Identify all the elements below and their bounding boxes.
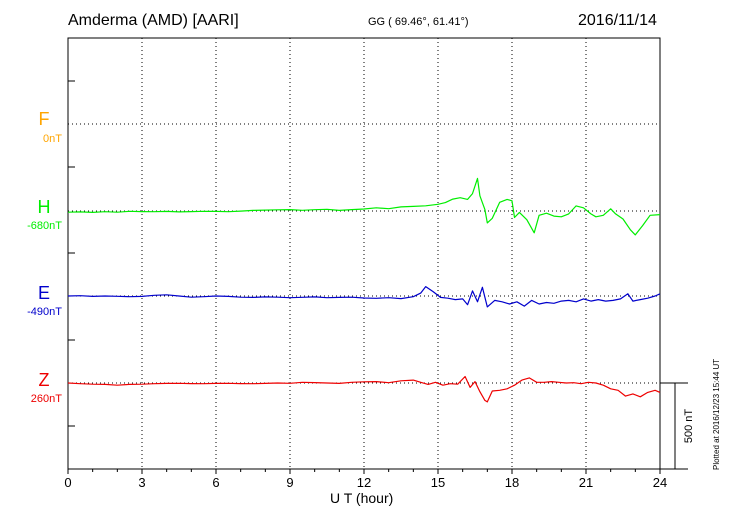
- x-tick-label: 15: [431, 475, 445, 490]
- trace-e: [67, 286, 661, 308]
- grid: [68, 38, 660, 469]
- x-tick-label: 9: [286, 475, 293, 490]
- component-h-label: H: [38, 197, 51, 217]
- traces: [67, 177, 661, 403]
- x-tick-label: 3: [138, 475, 145, 490]
- x-tick-label: 18: [505, 475, 519, 490]
- trace-h: [67, 177, 661, 236]
- baseline-f-label: 0nT: [43, 133, 62, 145]
- date-label: 2016/11/14: [578, 12, 657, 29]
- geographic-coordinates: GG ( 69.46°, 61.41°): [368, 16, 469, 28]
- baseline-z-label: 260nT: [31, 393, 62, 405]
- x-tick-label: 12: [357, 475, 371, 490]
- x-tick-label: 24: [653, 475, 667, 490]
- baseline-h-label: -680nT: [27, 220, 62, 232]
- component-labels: F 0nT H -680nT E -490nT Z 260nT: [27, 109, 62, 405]
- station-title: Amderma (AMD) [AARI]: [68, 12, 239, 29]
- component-e-label: E: [38, 283, 50, 303]
- component-z-label: Z: [39, 370, 50, 390]
- baseline-e-label: -490nT: [27, 306, 62, 318]
- x-axis-label: U T (hour): [330, 490, 394, 506]
- axis-ticks: 0 3 6 9 12 15 18 21 24: [64, 80, 667, 490]
- x-tick-label: 0: [64, 475, 71, 490]
- x-tick-label: 21: [579, 475, 593, 490]
- x-tick-label: 6: [212, 475, 219, 490]
- plotted-timestamp: Plotted at 2016/12/23 15:44 UT: [712, 358, 721, 470]
- scale-bar: 500 nT: [660, 382, 695, 470]
- component-f-label: F: [39, 109, 50, 129]
- trace-z: [67, 375, 661, 403]
- scale-bar-label: 500 nT: [683, 409, 695, 444]
